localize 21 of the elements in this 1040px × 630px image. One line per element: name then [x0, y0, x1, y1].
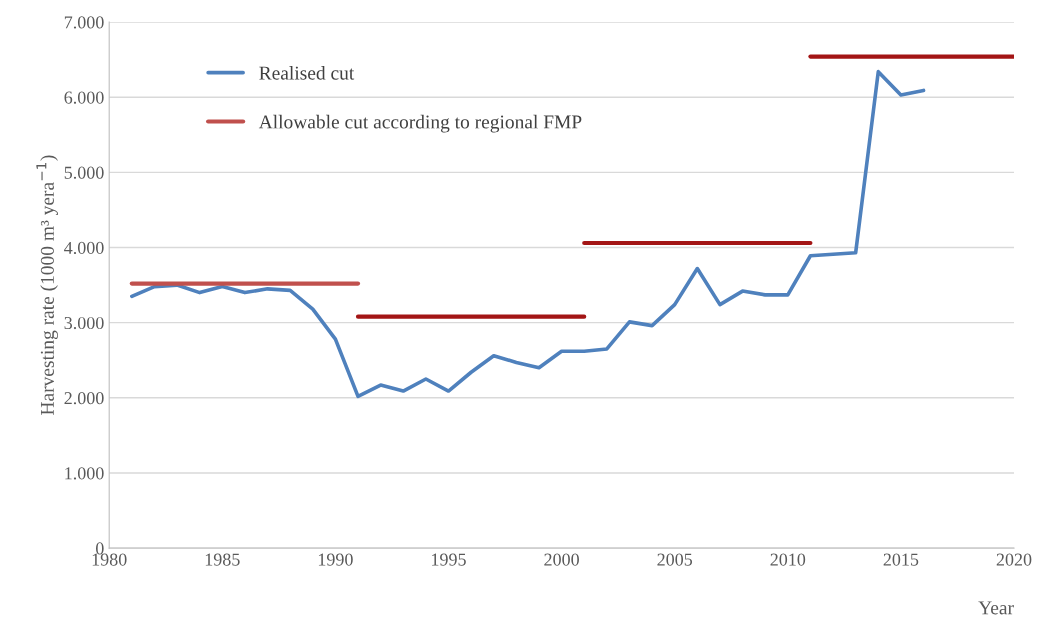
x-tick-label: 1995 [432, 553, 466, 566]
x-tick-label: 2010 [770, 553, 806, 566]
y-tick-label: 3.000 [64, 316, 104, 330]
y-tick-label: 0 [96, 542, 104, 555]
x-tick-label: 1980 [92, 553, 127, 566]
x-tick-label: 1985 [205, 553, 240, 566]
y-tick-label: 5.000 [64, 166, 104, 179]
y-axis-title: Harvesting rate (1000 m³ yera$^{−1}$) [36, 155, 58, 415]
x-axis-title: Year [978, 601, 1014, 615]
y-tick-label: 2.000 [64, 392, 104, 405]
y-tick-label: 6.000 [64, 91, 104, 104]
legend-label: Allowable cut according to regional FMP [258, 114, 582, 133]
y-tick-label: 4.000 [64, 241, 104, 255]
legend-label: Realised cut [259, 65, 355, 80]
y-tick-label: 7.000 [64, 16, 104, 29]
x-tick-label: 2015 [883, 553, 919, 566]
x-tick-label: 1990 [318, 553, 353, 566]
x-tick-label: 2005 [657, 553, 693, 566]
x-tick-label: 2020 [996, 553, 1032, 566]
y-tick-label: 1.000 [65, 467, 104, 480]
x-tick-label: 2000 [544, 553, 579, 566]
